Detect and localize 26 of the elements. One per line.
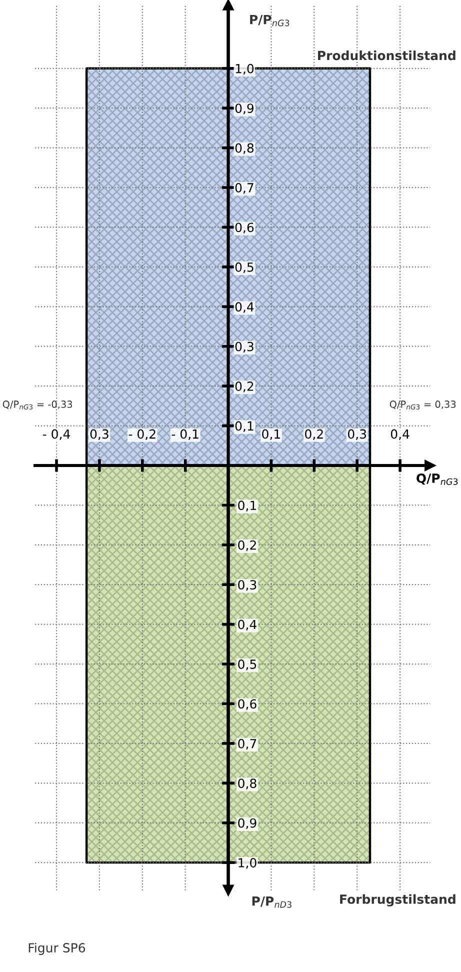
text: Forbrugstilstand xyxy=(340,894,456,906)
y-tick-label: 0,5 xyxy=(235,262,254,274)
y-tick-label: 0,9 xyxy=(235,104,254,114)
y-tick-label: 0,2 xyxy=(235,382,254,392)
y-tick-label: 0,7 xyxy=(235,182,254,194)
annotation: P/P$_{nG3}$ xyxy=(250,14,290,26)
x-tick-label: 0,3 xyxy=(90,429,108,440)
x-axis-title: Q/P$_{nG3}$ xyxy=(416,473,458,485)
text: P/P$_{nD3}$ xyxy=(252,896,292,908)
x-tick-label: 0,2 xyxy=(305,429,323,440)
x-tick-label: - 0,1 xyxy=(172,429,198,440)
x-tick-label: 0,1 xyxy=(262,429,280,440)
annotation: Q/P$_{nG3}$ = 0,33 xyxy=(390,400,456,410)
text: Figur SP6 xyxy=(28,942,86,955)
y-tick-label: 0,4 xyxy=(235,302,254,313)
y-tick-label: 0,8 xyxy=(235,143,254,154)
y-tick-label: 1,0 xyxy=(236,64,254,75)
x-tick-label: 0,3 xyxy=(348,429,366,440)
x-tick-label: 0,4 xyxy=(390,429,410,440)
y-tick-label: 0,1 xyxy=(235,421,254,432)
annotation: Produktionstilstand xyxy=(318,50,456,60)
y-tick-label: 0,3 xyxy=(235,342,254,353)
x-tick-label: - 0,2 xyxy=(128,429,156,440)
x-tick-label: - 0,4 xyxy=(42,429,70,440)
annotation: Q/P$_{nG3}$ = -0,33 xyxy=(2,400,72,410)
y-tick-label: 0,6 xyxy=(235,222,254,234)
